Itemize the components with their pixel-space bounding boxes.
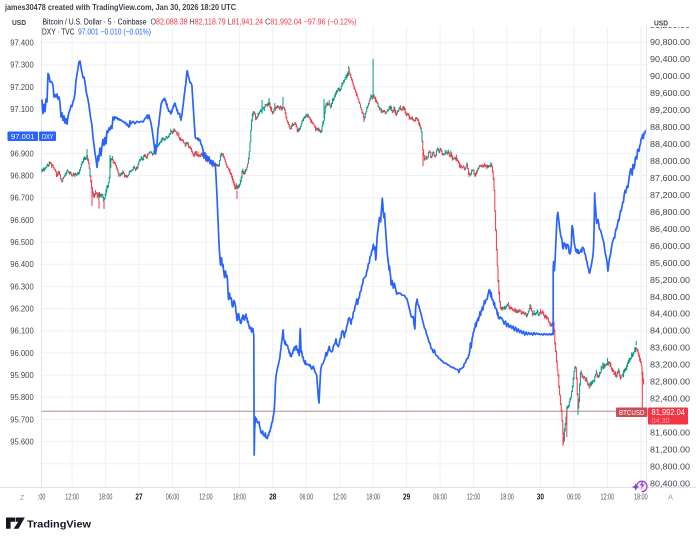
svg-text:80,800.00: 80,800.00: [650, 461, 690, 471]
svg-text:95.900: 95.900: [10, 370, 34, 380]
svg-text:29: 29: [403, 492, 410, 502]
svg-text:30: 30: [537, 492, 544, 502]
svg-text:87,200.00: 87,200.00: [650, 190, 690, 200]
svg-text:84,800.00: 84,800.00: [650, 292, 690, 302]
svg-text:06:00: 06:00: [433, 492, 447, 502]
svg-text:97.300: 97.300: [10, 60, 34, 70]
svg-text:96.300: 96.300: [10, 281, 34, 291]
svg-text:Z: Z: [20, 493, 25, 502]
svg-text:A: A: [668, 493, 673, 502]
svg-text:12:00: 12:00: [601, 492, 615, 502]
svg-text:97.100: 97.100: [10, 104, 34, 114]
svg-text:96.700: 96.700: [10, 193, 34, 203]
svg-text:97.400: 97.400: [10, 38, 34, 48]
svg-text:18:00: 18:00: [366, 492, 380, 502]
svg-text:80,400.00: 80,400.00: [650, 478, 690, 488]
svg-text:DXY · TVC: DXY · TVC: [42, 28, 75, 37]
svg-text:95.600: 95.600: [10, 437, 34, 447]
svg-text:84,000.00: 84,000.00: [650, 326, 690, 336]
svg-text:82,400.00: 82,400.00: [650, 394, 690, 404]
svg-text:12:00: 12:00: [467, 492, 481, 502]
svg-text:96.400: 96.400: [10, 259, 34, 269]
svg-text:90,400.00: 90,400.00: [650, 54, 690, 64]
svg-text:96.000: 96.000: [10, 348, 34, 358]
svg-text:96.100: 96.100: [10, 326, 34, 336]
svg-text:88,800.00: 88,800.00: [650, 122, 690, 132]
svg-text:81,200.00: 81,200.00: [650, 445, 690, 455]
svg-text:Bitcoin / U.S. Dollar · 5 · Co: Bitcoin / U.S. Dollar · 5 · Coinbase: [43, 18, 147, 27]
svg-text:88,000.00: 88,000.00: [650, 156, 690, 166]
svg-text:18:00: 18:00: [634, 492, 648, 502]
svg-text:USD: USD: [12, 18, 27, 27]
svg-text:12:00: 12:00: [199, 492, 213, 502]
svg-text:89,200.00: 89,200.00: [650, 105, 690, 115]
svg-text:BTCUSD: BTCUSD: [619, 408, 645, 417]
svg-text:95.700: 95.700: [10, 414, 34, 424]
svg-text:90,000.00: 90,000.00: [650, 71, 690, 81]
svg-text:12:00: 12:00: [333, 492, 347, 502]
svg-text:18:00: 18:00: [500, 492, 514, 502]
svg-text:USD: USD: [654, 19, 669, 28]
svg-text:84,400.00: 84,400.00: [650, 309, 690, 319]
svg-text:82,800.00: 82,800.00: [650, 377, 690, 387]
svg-text:85,200.00: 85,200.00: [650, 275, 690, 285]
svg-text:89,600.00: 89,600.00: [650, 88, 690, 98]
svg-text:88,400.00: 88,400.00: [650, 139, 690, 149]
svg-text:97.001: 97.001: [11, 132, 35, 141]
svg-text:27: 27: [135, 492, 142, 502]
svg-text:86,400.00: 86,400.00: [650, 224, 690, 234]
svg-text:04:30: 04:30: [652, 416, 670, 425]
svg-text:90,800.00: 90,800.00: [650, 37, 690, 47]
svg-text:81,992.04: 81,992.04: [652, 408, 686, 417]
svg-text:91,200.00: 91,200.00: [650, 20, 690, 30]
svg-text:TradingView: TradingView: [27, 519, 92, 531]
svg-text:18:00: 18:00: [233, 492, 247, 502]
svg-text:06:00: 06:00: [166, 492, 180, 502]
svg-text:james30478 created with Tradin: james30478 created with TradingView.com,…: [4, 3, 236, 12]
svg-text:96.500: 96.500: [10, 237, 34, 247]
svg-text:97.200: 97.200: [10, 82, 34, 92]
svg-text:06:00: 06:00: [300, 492, 314, 502]
svg-text:96.200: 96.200: [10, 304, 34, 314]
svg-text:81,600.00: 81,600.00: [650, 428, 690, 438]
svg-text:97.001 −0.010 (−0.01%): 97.001 −0.010 (−0.01%): [78, 28, 151, 37]
svg-text:83,200.00: 83,200.00: [650, 360, 690, 370]
svg-text:18:00: 18:00: [99, 492, 113, 502]
svg-text:96.600: 96.600: [10, 215, 34, 225]
svg-text:85,600.00: 85,600.00: [650, 258, 690, 268]
svg-text:86,000.00: 86,000.00: [650, 241, 690, 251]
svg-text:96.900: 96.900: [10, 148, 34, 158]
svg-text:96.800: 96.800: [10, 171, 34, 181]
svg-text:83,600.00: 83,600.00: [650, 343, 690, 353]
svg-text:12:00: 12:00: [65, 492, 79, 502]
svg-text:O82,088.38 H82,118.79 L81,941.: O82,088.38 H82,118.79 L81,941.24 C81,992…: [151, 18, 357, 27]
svg-text:87,600.00: 87,600.00: [650, 173, 690, 183]
svg-text:06:00: 06:00: [32, 492, 46, 502]
svg-text:86,800.00: 86,800.00: [650, 207, 690, 217]
svg-text:28: 28: [269, 492, 276, 502]
svg-text:06:00: 06:00: [567, 492, 581, 502]
svg-text:DXY: DXY: [42, 132, 54, 141]
svg-text:95.800: 95.800: [10, 392, 34, 402]
